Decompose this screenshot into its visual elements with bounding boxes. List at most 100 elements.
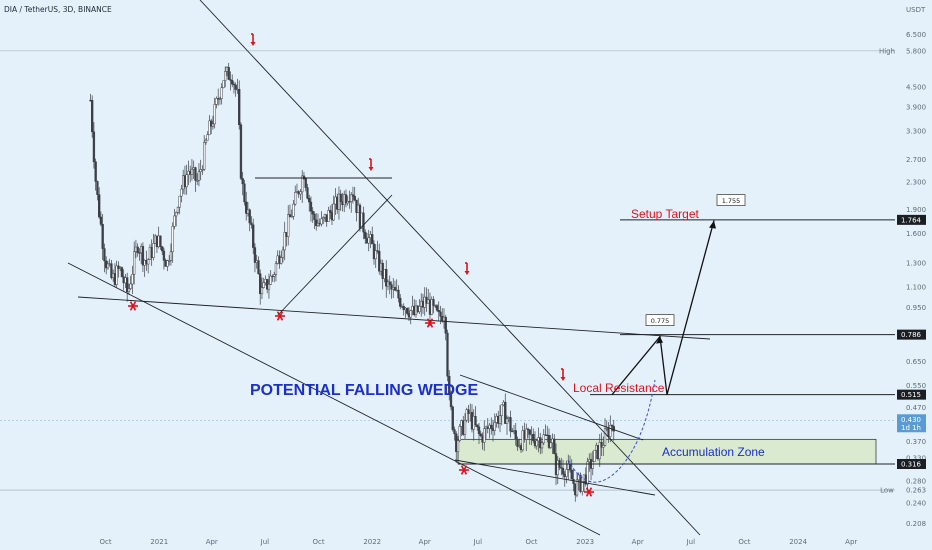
- candle-body: [117, 265, 120, 269]
- candle-body: [180, 188, 183, 197]
- candle-body: [250, 222, 253, 226]
- candle-body: [572, 478, 575, 484]
- candle-body: [570, 469, 573, 480]
- candle-body: [259, 273, 262, 295]
- candle-body: [547, 435, 551, 448]
- candle-body: [201, 169, 204, 171]
- candle-body: [213, 104, 216, 125]
- candle-body: [166, 260, 169, 267]
- candle-body: [138, 252, 141, 254]
- current-price-value: 0.430: [901, 416, 921, 424]
- candle-body: [521, 430, 524, 451]
- candle-body: [133, 251, 136, 275]
- candle-body: [332, 203, 335, 221]
- y-tick-label: 0.370: [906, 438, 926, 446]
- grid: [0, 50, 895, 491]
- current-price-badge: [897, 414, 926, 433]
- y-tick-label: 0.950: [906, 304, 926, 312]
- annotations: 0.775 1.755 POTENTIAL FALLING WEDGE Accumul…: [128, 33, 765, 497]
- candle-body: [339, 193, 342, 202]
- candle-body: [432, 299, 435, 306]
- candle-body: [290, 216, 293, 218]
- x-tick-label: 2023: [576, 538, 594, 546]
- time-axis: Oct 2021 Apr Jul Oct 2022 Apr Jul Oct 2023 Apr Jul O…: [100, 538, 858, 546]
- candle-body: [591, 461, 594, 469]
- candle-body: [397, 289, 400, 299]
- candle-body: [162, 250, 166, 261]
- candle-body: [505, 418, 509, 424]
- level-badge: [897, 214, 926, 225]
- candle-body: [493, 422, 496, 431]
- candle-body: [320, 218, 323, 225]
- candle-body: [351, 194, 355, 197]
- y-tick-label: 2.700: [906, 156, 926, 164]
- x-tick-label: Jul: [686, 538, 696, 546]
- trend-lines: [67, 0, 895, 536]
- candle-body: [152, 243, 155, 258]
- x-tick-label: Jul: [473, 538, 483, 546]
- candle-body: [526, 428, 530, 431]
- candle-body: [169, 251, 173, 261]
- candle-body: [498, 415, 502, 424]
- candle-body: [110, 263, 113, 279]
- candle-body: [565, 469, 568, 477]
- high-marker-icon: [368, 158, 374, 171]
- candle-body: [260, 287, 264, 295]
- candle-body: [514, 430, 517, 440]
- resistance-annotation: Local Resistance: [573, 381, 665, 395]
- accumulation-zone-box: [457, 438, 877, 465]
- candle-body: [227, 67, 230, 80]
- candle-body: [364, 231, 367, 239]
- x-tick-label: Oct: [312, 538, 324, 546]
- y-tick-label: 1.900: [906, 206, 926, 214]
- candle-body: [206, 134, 209, 141]
- candle-body: [435, 305, 439, 311]
- candle-body: [490, 424, 493, 429]
- candle-body: [418, 306, 421, 313]
- candle-body: [252, 224, 255, 248]
- candle-body: [500, 404, 503, 416]
- countdown-value: 1d 1h: [901, 424, 921, 432]
- candle-body: [302, 175, 306, 180]
- candle-body: [103, 248, 106, 262]
- candle-body: [147, 259, 150, 265]
- candle-body: [245, 201, 248, 214]
- y-tick-label: 3.900: [906, 104, 926, 112]
- x-tick-label: Apr: [206, 538, 218, 546]
- level-badge-value: 0.316: [901, 460, 922, 468]
- candle-body: [316, 222, 320, 226]
- candle-body: [476, 424, 479, 428]
- x-tick-label: Apr: [632, 538, 644, 546]
- candle-body: [516, 439, 519, 447]
- candle-body: [199, 169, 202, 173]
- candle-body: [315, 219, 318, 226]
- candle-body: [483, 428, 486, 443]
- level-badge-value: 0.515: [901, 391, 921, 399]
- triangle-support-line: [277, 194, 393, 316]
- y-tick-label: 0.240: [906, 500, 926, 508]
- candle-body: [281, 249, 285, 258]
- y-tick-label: 0.650: [906, 358, 926, 366]
- x-tick-label: 2022: [363, 538, 381, 546]
- candle-body: [210, 120, 213, 127]
- candle-body: [171, 226, 174, 253]
- low-value: 0.263: [906, 487, 926, 495]
- y-tick-label: 4.500: [906, 83, 926, 91]
- arrow-tip: [560, 377, 566, 381]
- candle-body: [575, 479, 579, 496]
- y-tick-label: 6.500: [906, 31, 926, 39]
- candle-body: [292, 203, 295, 217]
- candle-body: [458, 426, 461, 441]
- candle-body: [374, 250, 377, 260]
- candle-body: [322, 217, 325, 220]
- asterisk-stroke: [276, 311, 284, 321]
- target-annotation: Setup Target: [631, 207, 699, 221]
- candle-body: [528, 429, 531, 435]
- candle-body: [178, 195, 181, 208]
- candle-body: [479, 433, 482, 436]
- high-value: 5.800: [906, 47, 926, 55]
- high-label: High: [879, 47, 895, 55]
- candle-body: [390, 284, 393, 290]
- candle-body: [91, 100, 94, 133]
